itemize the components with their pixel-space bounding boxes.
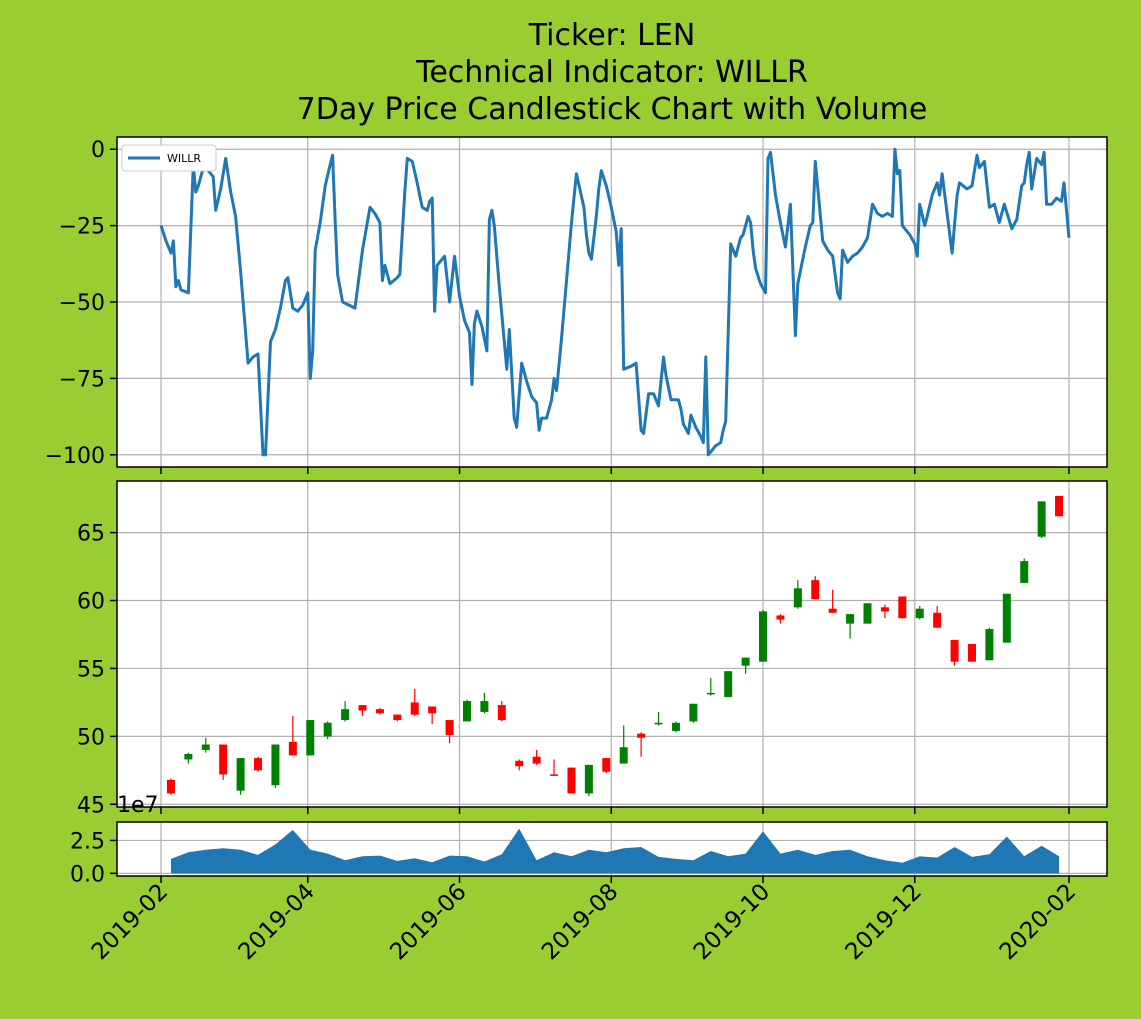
candle-body-13 (393, 714, 402, 721)
volume-offset-label: 1e7 (117, 793, 159, 818)
volume-panel: 0.02.5 1e7 (70, 793, 1108, 887)
candle-body-38 (828, 608, 837, 613)
willr-ytick-label-4: −100 (45, 444, 105, 469)
willr-y-axis: 0 −25 −50 −75 −100 (45, 138, 1070, 474)
candle-body-9 (323, 722, 332, 737)
candle-body-10 (341, 709, 350, 721)
candle-body-24 (584, 764, 593, 794)
candle-body-0 (166, 779, 175, 794)
candle-body-34 (759, 611, 768, 662)
candle-body-37 (811, 580, 820, 600)
price-panel: 45 50 55 60 65 (77, 480, 1108, 818)
candle-body-28 (654, 722, 663, 725)
candle-body-35 (776, 615, 785, 620)
candle-body-22 (550, 774, 559, 776)
candle-body-44 (933, 612, 942, 628)
candle-body-5 (254, 758, 263, 771)
candle-body-23 (567, 767, 576, 794)
candle-body-21 (532, 756, 541, 764)
candle-body-11 (358, 705, 367, 711)
candle-body-49 (1020, 561, 1029, 583)
candle-body-8 (306, 720, 315, 756)
willr-ytick-label-2: −50 (59, 291, 105, 316)
candle-body-20 (515, 760, 524, 767)
candle-body-16 (445, 720, 454, 736)
candle-body-30 (689, 703, 698, 722)
candle-body-36 (793, 588, 802, 608)
candle-body-19 (497, 705, 506, 721)
candle-body-12 (375, 709, 384, 714)
willr-ytick-label-3: −75 (59, 367, 105, 392)
willr-grid (117, 137, 1107, 467)
candle-body-51 (1055, 495, 1064, 517)
candle-body-42 (898, 596, 907, 619)
willr-legend-box (121, 144, 217, 172)
price-ytick-label-1: 50 (77, 725, 105, 750)
candle-body-25 (602, 758, 611, 772)
candle-body-50 (1037, 501, 1046, 537)
price-ytick-label-4: 65 (77, 522, 105, 547)
price-ytick-label-3: 60 (77, 590, 105, 615)
candle-body-48 (1002, 593, 1011, 643)
candle-body-1 (184, 754, 193, 760)
willr-ytick-label-1: −25 (59, 215, 105, 240)
candlesticks (166, 495, 1064, 797)
price-grid (117, 481, 1107, 807)
candle-body-15 (428, 706, 437, 714)
candle-body-31 (706, 692, 715, 695)
price-panel-background (117, 481, 1107, 807)
candle-body-45 (950, 639, 959, 662)
candle-body-47 (985, 629, 994, 661)
candle-body-32 (724, 671, 733, 697)
willr-legend: WILLR (121, 144, 217, 172)
title-line-3: 7Day Price Candlestick Chart with Volume (297, 92, 928, 127)
candle-body-14 (410, 702, 419, 715)
candle-body-41 (880, 607, 889, 612)
candle-body-43 (915, 608, 924, 619)
candle-body-26 (619, 747, 628, 764)
willr-legend-label: WILLR (167, 152, 201, 165)
volume-area (171, 828, 1059, 874)
candle-body-2 (201, 744, 210, 750)
title-line-1: Ticker: LEN (528, 18, 696, 53)
willr-series-line (159, 147, 1071, 457)
candle-body-27 (637, 733, 646, 738)
title-line-2: Technical Indicator: WILLR (415, 55, 808, 90)
price-ytick-label-2: 55 (77, 657, 105, 682)
volume-ytick-label-0: 0.0 (70, 862, 105, 887)
candle-body-17 (462, 701, 471, 722)
candle-body-39 (846, 614, 855, 624)
candle-body-40 (863, 603, 872, 624)
willr-panel: WILLR 0 −25 −50 −75 −100 (45, 136, 1108, 474)
candle-body-33 (741, 657, 750, 666)
candle-body-46 (967, 644, 976, 662)
candle-body-18 (480, 701, 489, 712)
price-y-axis: 45 50 55 60 65 (77, 522, 1070, 818)
volume-ytick-label-1: 2.5 (70, 829, 105, 854)
willr-ytick-label-0: 0 (91, 138, 105, 163)
candle-body-6 (271, 744, 280, 786)
candle-body-29 (671, 722, 680, 731)
price-ytick-label-0: 45 (77, 793, 105, 818)
volume-y-axis: 0.02.5 (70, 829, 1070, 887)
candle-body-3 (219, 744, 228, 775)
candle-body-7 (288, 741, 297, 756)
candle-body-4 (236, 758, 245, 791)
